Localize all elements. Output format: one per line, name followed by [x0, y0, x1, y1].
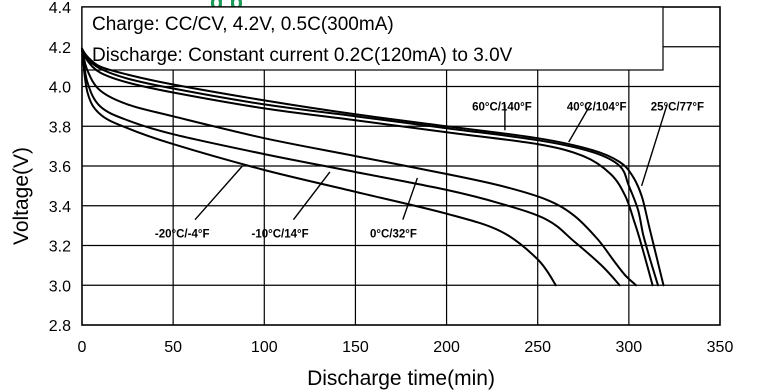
- curve-label-10c-14f: -10°C/14°F: [252, 229, 309, 241]
- series-line-10c-14f: [81, 47, 621, 287]
- y-tick-label: 3.8: [49, 119, 71, 136]
- annotation-pointer: [292, 171, 331, 221]
- y-tick-label: 4.2: [49, 40, 71, 57]
- annotation-pointer: [640, 104, 668, 187]
- x-tick-label: 250: [524, 339, 551, 356]
- annotation-pointer: [402, 177, 419, 220]
- curve-label-0c-32f: 0°C/32°F: [370, 229, 417, 241]
- curve-label-20c--4f: -20°C/-4°F: [155, 229, 210, 241]
- y-axis-title: Voltage(V): [10, 147, 33, 245]
- y-tick-label: 3.6: [49, 159, 71, 176]
- curve-annotations: 60°C/140°F 40°C/104°F 25°C/77°F -20°C/-4°F -…: [155, 101, 704, 240]
- x-tick-label: 300: [616, 339, 643, 356]
- series-line-40c-104f: [81, 47, 659, 287]
- x-tick-label: 200: [433, 339, 460, 356]
- y-tick-label: 2.8: [49, 318, 71, 335]
- series-line-25c-77f: [81, 47, 665, 287]
- series-line-60c-140f: [81, 47, 654, 287]
- y-tick-label: 4.0: [49, 80, 71, 97]
- x-tick-label: 150: [342, 339, 369, 356]
- x-tick-labels: 0 50 100 150 200 250 300 350: [78, 339, 734, 356]
- y-tick-label: 3.2: [49, 239, 71, 256]
- charge-note: Charge: CC/CV, 4.2V, 0.5C(300mA): [92, 14, 394, 35]
- y-tick-labels: 2.8 3.0 3.2 3.4 3.6 3.8 4.0 4.2 4.4: [49, 0, 71, 335]
- annotation-pointer: [568, 104, 592, 143]
- curve-label-40c-104f: 40°C/104°F: [567, 101, 627, 113]
- series-line-0c-32f: [81, 47, 638, 287]
- y-tick-label: 3.4: [49, 199, 71, 216]
- curve-label-25c-77f: 25°C/77°F: [651, 101, 704, 113]
- notes-box: [81, 6, 664, 71]
- x-tick-label: 50: [164, 339, 182, 356]
- series-line-20c--4f: [81, 47, 557, 287]
- curve-label-60c-140f: 60°C/140°F: [472, 101, 532, 113]
- discharge-note: Discharge: Constant current 0.2C(120mA) …: [92, 45, 513, 66]
- x-tick-label: 0: [78, 339, 87, 356]
- annotation-pointer: [194, 165, 243, 221]
- x-tick-label: 350: [707, 339, 734, 356]
- series-curves: [81, 47, 665, 287]
- x-tick-label: 100: [251, 339, 278, 356]
- y-tick-label: 3.0: [49, 278, 71, 295]
- x-axis-title: Discharge time(min): [307, 367, 495, 390]
- y-tick-label: 4.4: [49, 0, 71, 17]
